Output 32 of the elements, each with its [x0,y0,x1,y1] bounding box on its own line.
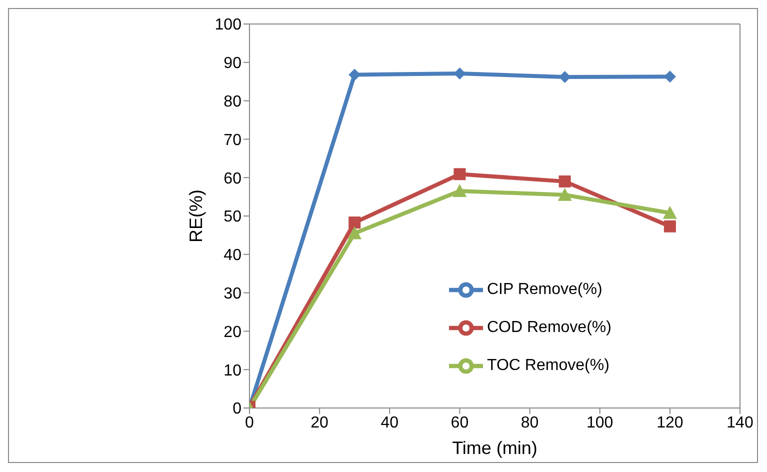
y-tick-label: 40 [224,247,242,264]
y-tick-label: 0 [232,400,242,418]
legend-label: COD Remove(%) [487,319,612,336]
y-tick-label: 80 [224,93,242,110]
point [662,206,677,219]
y-axis-title: RE(%) [186,190,206,242]
point [664,220,676,232]
legend-label: CIP Remove(%) [487,281,602,298]
x-tick-label: 140 [726,414,754,432]
x-axis-title: Time (min) [452,438,538,458]
x-tick-label: 80 [520,414,539,432]
y-tick-label: 90 [224,55,242,72]
legend-label: TOC Remove(%) [487,357,610,374]
y-tick-label: 30 [224,285,242,302]
x-tick-label: 100 [586,414,614,432]
y-tick-label: 20 [224,324,242,341]
point [348,226,362,240]
point [558,188,572,201]
x-tick-label: 120 [656,414,684,432]
point [558,175,571,188]
y-tick-label: 50 [224,208,242,226]
point [452,184,467,198]
y-tick-label: 10 [224,362,242,380]
x-tick-label: 0 [245,414,254,432]
y-tick-label: 100 [214,16,242,34]
y-tick-label: 60 [224,170,242,188]
point [454,168,466,180]
y-tick-label: 70 [224,132,242,149]
x-tick-label: 20 [310,414,329,432]
point [348,216,361,229]
x-tick-label: 40 [380,414,399,432]
x-tick-label: 60 [450,414,469,432]
